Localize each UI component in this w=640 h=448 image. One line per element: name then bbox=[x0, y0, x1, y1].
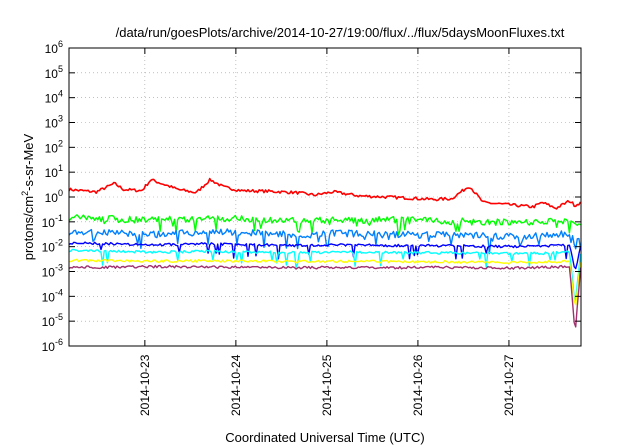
series-line bbox=[68, 177, 582, 210]
series-line bbox=[68, 241, 582, 270]
series-line bbox=[68, 214, 581, 236]
y-axis-ticks: 10-6 10-5 10-4 10-3 10-2 10-1 100 101 102 103 104 1… bbox=[42, 39, 581, 354]
y-tick-label: 105 bbox=[45, 64, 63, 81]
y-axis-label-superscript: 2 bbox=[20, 191, 30, 196]
y-tick-label: 10-3 bbox=[42, 263, 63, 280]
y-tick-label: 100 bbox=[45, 188, 63, 205]
series-line bbox=[68, 258, 582, 306]
y-axis-label: protons/cm2-s-sr-MeV bbox=[20, 133, 36, 260]
y-tick-label: 101 bbox=[45, 163, 63, 180]
y-tick-label: 10-4 bbox=[42, 287, 63, 304]
y-tick-label: 104 bbox=[45, 89, 63, 106]
chart-title: /data/run/goesPlots/archive/2014-10-27/1… bbox=[116, 25, 565, 40]
y-axis-label-rest: -s-sr-MeV bbox=[21, 133, 36, 190]
x-axis-label: Coordinated Universal Time (UTC) bbox=[225, 430, 424, 445]
x-tick-label: 2014-10-25 bbox=[320, 354, 334, 416]
series-line bbox=[68, 228, 582, 255]
x-tick-label: 2014-10-23 bbox=[138, 354, 152, 416]
x-axis-ticks: 2014-10-23 2014-10-24 2014-10-25 2014-10-26… bbox=[138, 48, 516, 416]
y-tick-label: 10-6 bbox=[42, 337, 63, 354]
series-line bbox=[68, 264, 582, 328]
series-line bbox=[68, 248, 582, 301]
y-axis-label-base: protons/cm bbox=[21, 196, 36, 260]
y-tick-label: 106 bbox=[45, 39, 63, 56]
y-tick-label: 10-2 bbox=[42, 238, 63, 255]
y-tick-label: 102 bbox=[45, 138, 63, 155]
grid-lines bbox=[69, 48, 581, 346]
series-lines bbox=[68, 177, 582, 328]
x-tick-label: 2014-10-26 bbox=[411, 354, 425, 416]
x-tick-label: 2014-10-24 bbox=[229, 354, 243, 416]
x-tick-label: 2014-10-27 bbox=[502, 354, 516, 416]
y-tick-label: 10-5 bbox=[42, 312, 63, 329]
y-tick-label: 10-1 bbox=[42, 213, 63, 230]
y-tick-label: 103 bbox=[45, 114, 63, 131]
